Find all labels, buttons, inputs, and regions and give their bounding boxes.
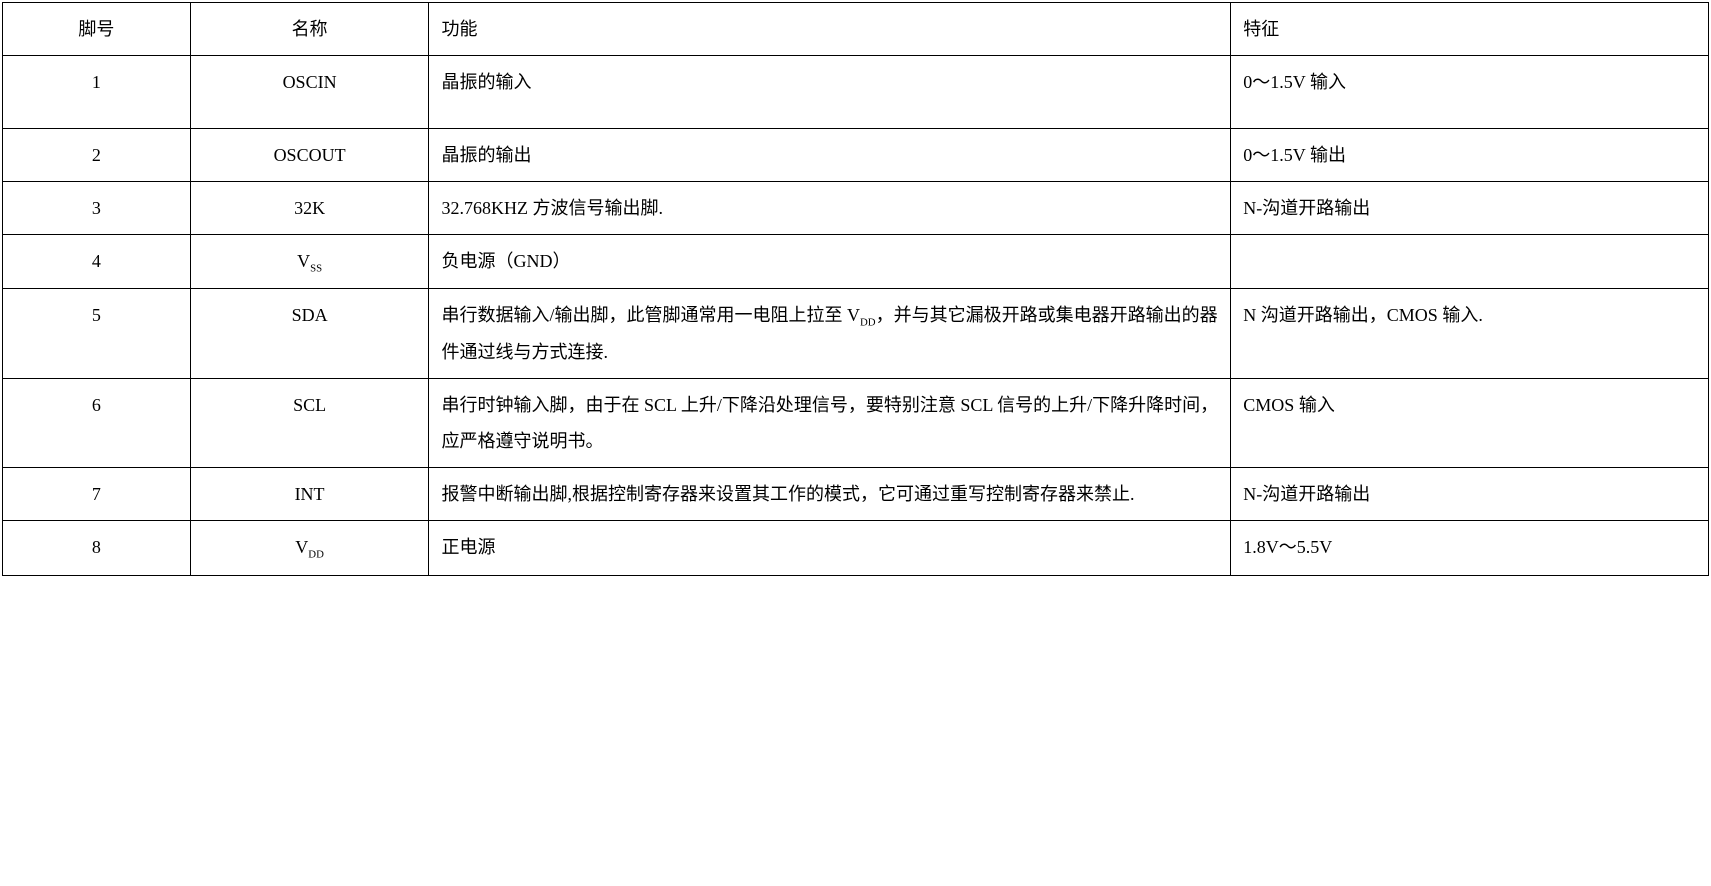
cell-function: 串行时钟输入脚，由于在 SCL 上升/下降沿处理信号，要特别注意 SCL 信号的… xyxy=(429,379,1231,468)
header-characteristic: 特征 xyxy=(1231,3,1709,56)
table-row: 6SCL串行时钟输入脚，由于在 SCL 上升/下降沿处理信号，要特别注意 SCL… xyxy=(3,379,1709,468)
table-row: 332K32.768KHZ 方波信号输出脚.N-沟道开路输出 xyxy=(3,182,1709,235)
table-row: 8VDD正电源1.8V～5.5V xyxy=(3,521,1709,575)
cell-pin: 5 xyxy=(3,289,191,379)
cell-name: SCL xyxy=(190,379,429,468)
cell-pin: 7 xyxy=(3,468,191,521)
pin-description-table: 脚号 名称 功能 特征 1OSCIN晶振的输入0～1.5V 输入2OSCOUT晶… xyxy=(2,2,1709,576)
cell-characteristic: 0～1.5V 输入 xyxy=(1231,56,1709,129)
table-row: 7INT报警中断输出脚,根据控制寄存器来设置其工作的模式，它可通过重写控制寄存器… xyxy=(3,468,1709,521)
header-pin: 脚号 xyxy=(3,3,191,56)
cell-characteristic xyxy=(1231,235,1709,289)
cell-name: VSS xyxy=(190,235,429,289)
table-body: 1OSCIN晶振的输入0～1.5V 输入2OSCOUT晶振的输出0～1.5V 输… xyxy=(3,56,1709,576)
cell-pin: 6 xyxy=(3,379,191,468)
cell-name: 32K xyxy=(190,182,429,235)
cell-characteristic: 1.8V～5.5V xyxy=(1231,521,1709,575)
cell-function: 报警中断输出脚,根据控制寄存器来设置其工作的模式，它可通过重写控制寄存器来禁止. xyxy=(429,468,1231,521)
table-row: 5SDA串行数据输入/输出脚，此管脚通常用一电阻上拉至 VDD，并与其它漏极开路… xyxy=(3,289,1709,379)
table-row: 4VSS负电源（GND） xyxy=(3,235,1709,289)
cell-characteristic: CMOS 输入 xyxy=(1231,379,1709,468)
header-name: 名称 xyxy=(190,3,429,56)
cell-name: OSCOUT xyxy=(190,129,429,182)
table-row: 1OSCIN晶振的输入0～1.5V 输入 xyxy=(3,56,1709,129)
cell-name: OSCIN xyxy=(190,56,429,129)
cell-pin: 1 xyxy=(3,56,191,129)
cell-characteristic: 0～1.5V 输出 xyxy=(1231,129,1709,182)
cell-characteristic: N-沟道开路输出 xyxy=(1231,182,1709,235)
cell-characteristic: N 沟道开路输出，CMOS 输入. xyxy=(1231,289,1709,379)
cell-pin: 8 xyxy=(3,521,191,575)
cell-name: VDD xyxy=(190,521,429,575)
table-row: 2OSCOUT晶振的输出0～1.5V 输出 xyxy=(3,129,1709,182)
cell-function: 32.768KHZ 方波信号输出脚. xyxy=(429,182,1231,235)
cell-function: 正电源 xyxy=(429,521,1231,575)
cell-name: INT xyxy=(190,468,429,521)
cell-pin: 4 xyxy=(3,235,191,289)
cell-pin: 2 xyxy=(3,129,191,182)
cell-function: 晶振的输入 xyxy=(429,56,1231,129)
cell-function: 晶振的输出 xyxy=(429,129,1231,182)
cell-pin: 3 xyxy=(3,182,191,235)
table-header-row: 脚号 名称 功能 特征 xyxy=(3,3,1709,56)
cell-name: SDA xyxy=(190,289,429,379)
cell-function: 串行数据输入/输出脚，此管脚通常用一电阻上拉至 VDD，并与其它漏极开路或集电器… xyxy=(429,289,1231,379)
cell-function: 负电源（GND） xyxy=(429,235,1231,289)
header-function: 功能 xyxy=(429,3,1231,56)
cell-characteristic: N-沟道开路输出 xyxy=(1231,468,1709,521)
